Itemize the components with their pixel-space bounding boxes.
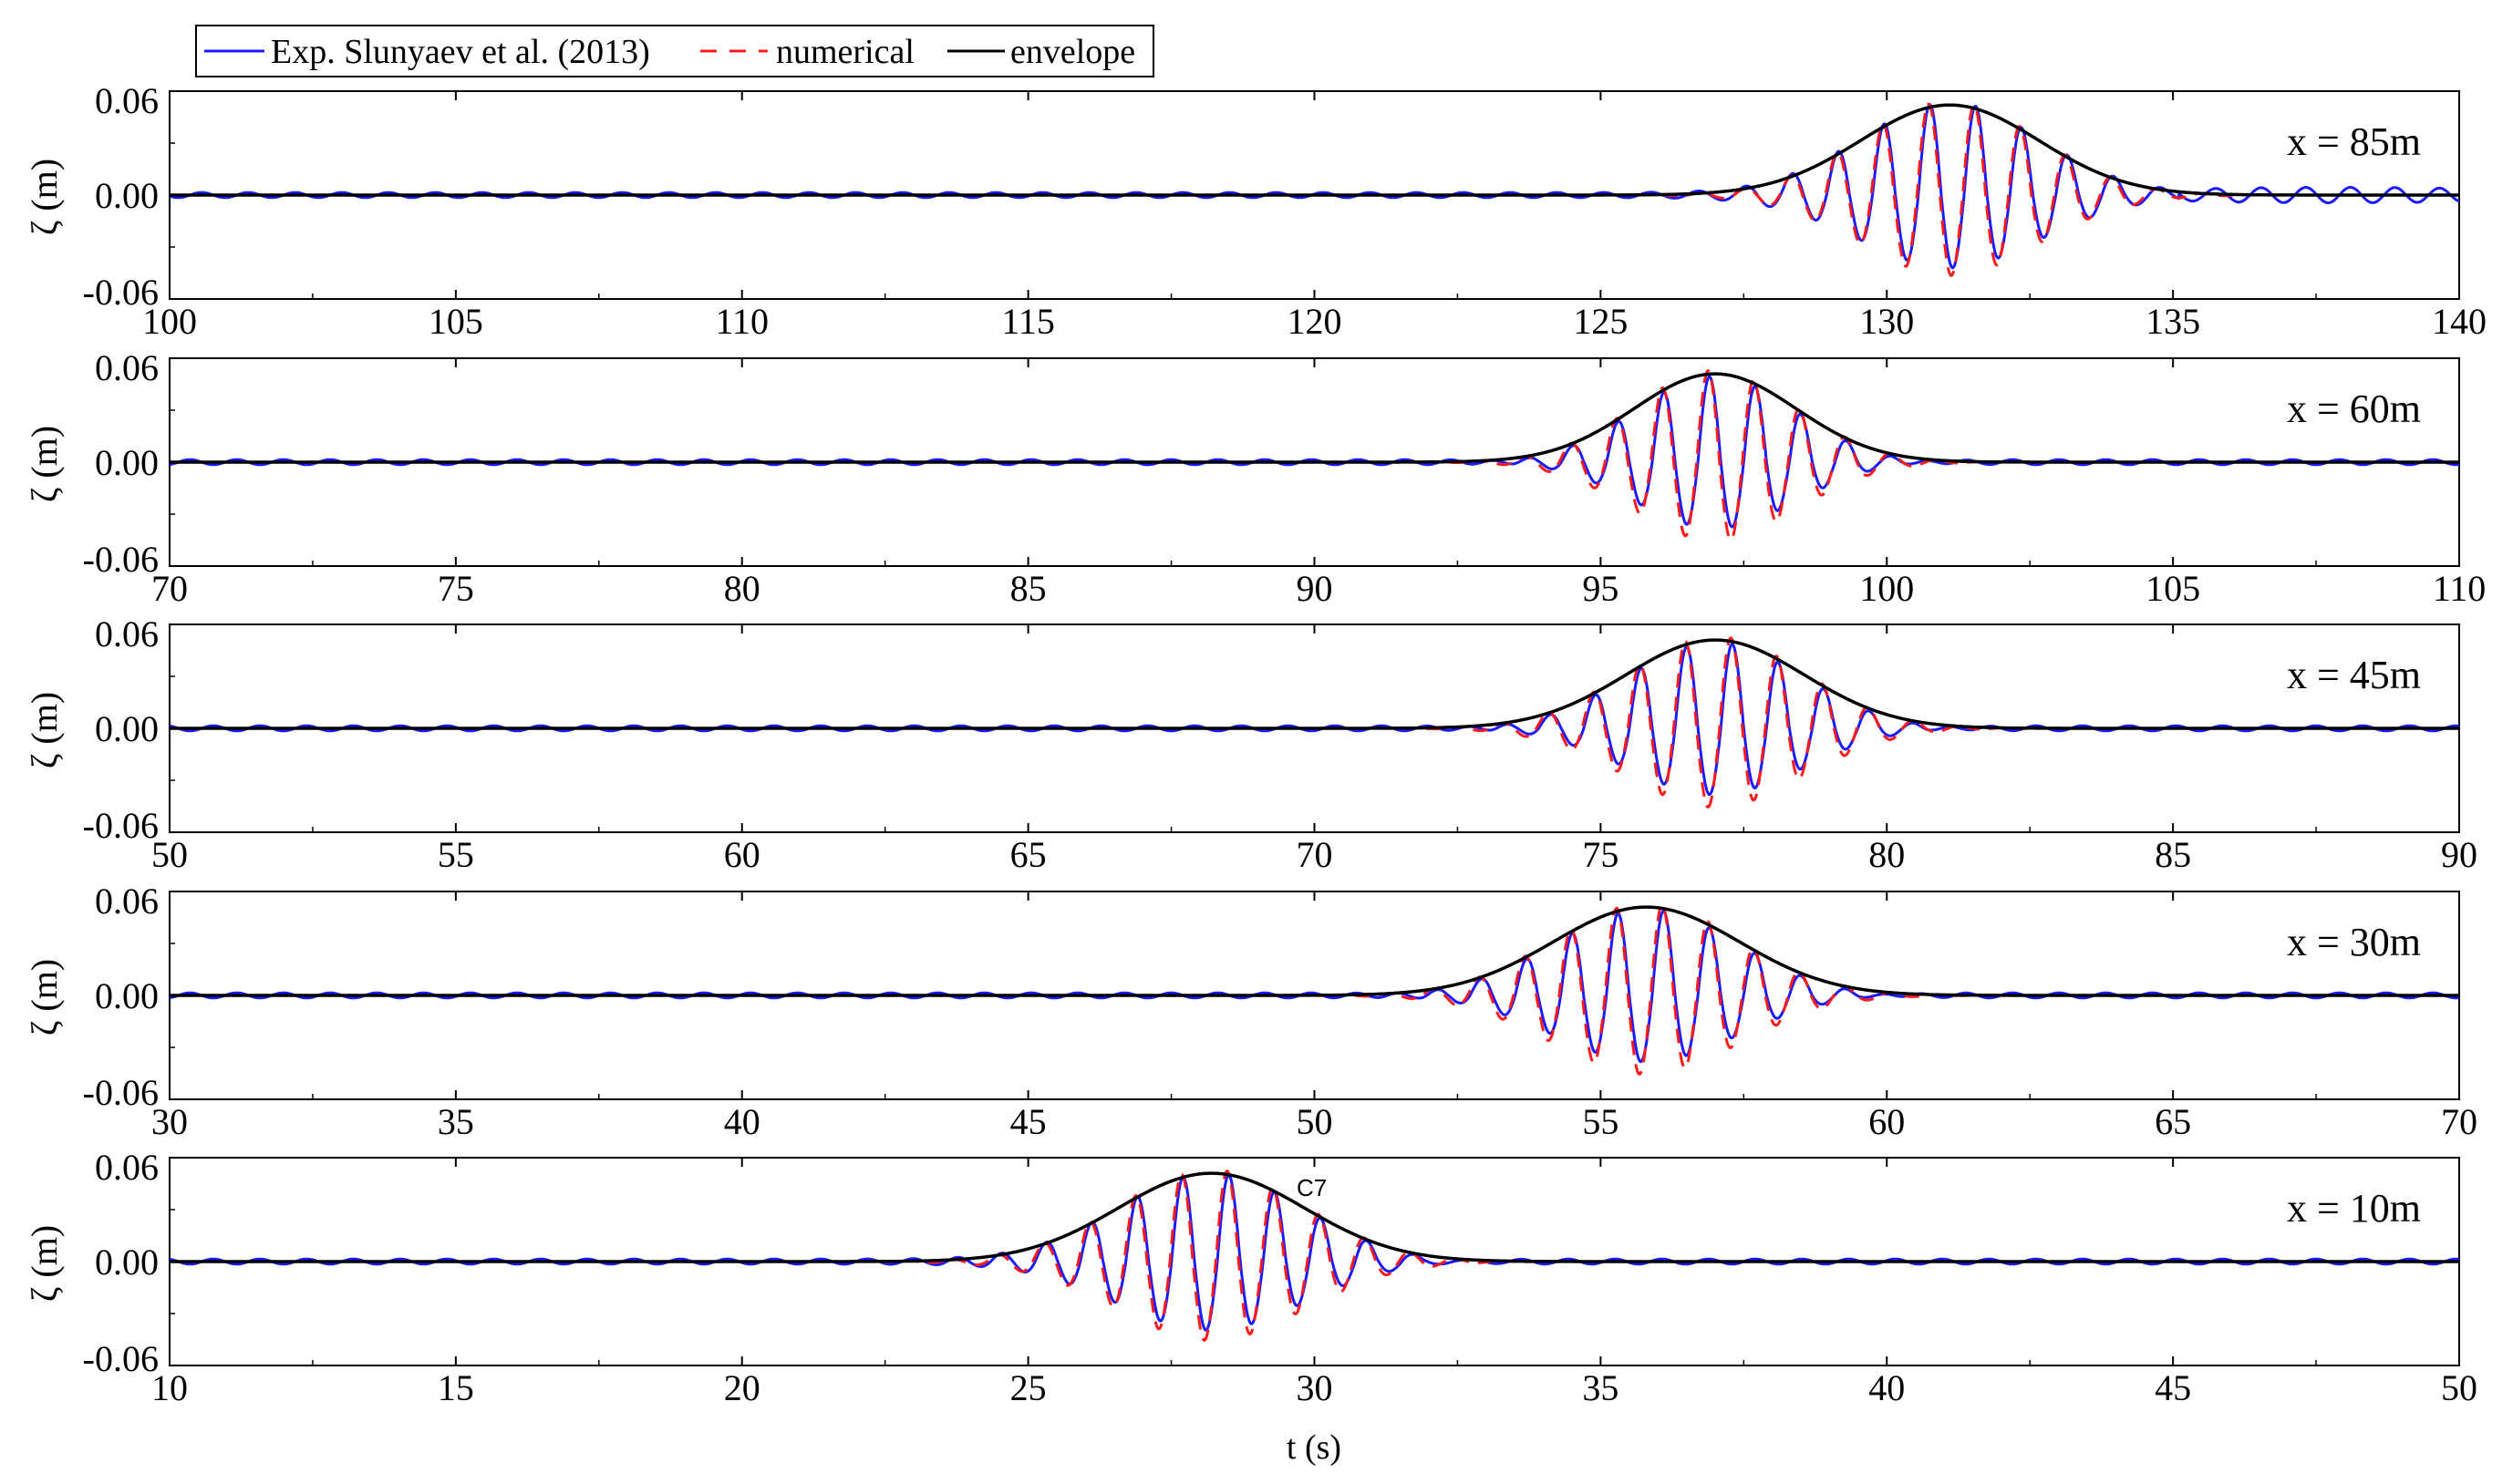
series-envelope-line	[170, 103, 2459, 197]
y-tick-label: -0.06	[83, 805, 159, 846]
y-tick-label: 0.00	[95, 442, 159, 483]
x-tick-label: 15	[438, 1367, 474, 1408]
x-tick-label: 105	[2146, 568, 2200, 609]
y-tick-label: -0.06	[83, 272, 159, 313]
x-tick-label: 110	[715, 301, 769, 342]
x-tick-label: 85	[2155, 834, 2191, 875]
x-tick-label: 40	[1868, 1367, 1905, 1408]
x-tick-label: 85	[1010, 568, 1047, 609]
panel-3: 50 55 60 65 70 75 80 85 90 0.06 0.00 -0.06 ζ (m) x = …	[24, 613, 2477, 875]
x-tick-label: 35	[438, 1101, 474, 1142]
y-tick-label: 0.00	[95, 1242, 159, 1283]
panels: 100 105 110 115 120 125 130 135 140 0.06 0.00 -0.06…	[24, 80, 2487, 1408]
legend-label-envelope: envelope	[1010, 33, 1135, 71]
legend: Exp. Slunyaev et al. (2013) numerical en…	[195, 25, 1154, 77]
x-tick-label: 105	[429, 301, 483, 342]
x-tick-label: 25	[1010, 1367, 1047, 1408]
panel-2: 70 75 80 85 90 95 100 105 110 0.06 0.00 -0.06 ζ (m) x…	[24, 347, 2486, 609]
x-tick-label: 55	[1582, 1101, 1618, 1142]
panel-location-label: x = 10m	[2287, 1186, 2421, 1231]
y-tick-label: 0.00	[95, 708, 159, 749]
series-numerical-line	[170, 368, 2459, 541]
x-tick-label: 95	[1582, 568, 1618, 609]
y-axis-label: ζ (m)	[24, 692, 65, 768]
series-numerical-line	[170, 102, 2459, 278]
x-tick-label: 50	[151, 834, 188, 875]
x-tick-label: 65	[1010, 834, 1047, 875]
y-axis-label: ζ (m)	[24, 159, 65, 235]
x-tick-label: 75	[1582, 834, 1618, 875]
x-tick-label: 125	[1573, 301, 1628, 342]
series-envelope-line	[170, 372, 2459, 464]
x-tick-label: 35	[1582, 1367, 1618, 1408]
panel-location-label: x = 30m	[2287, 920, 2421, 964]
panel-4: 30 35 40 45 50 55 60 65 70 0.06 0.00 -0.06 ζ (m) x = …	[24, 881, 2477, 1142]
x-tick-label: 130	[1859, 301, 1914, 342]
series-experiment-line	[169, 643, 2460, 797]
y-tick-label: 0.06	[95, 613, 159, 654]
x-tick-label: 90	[2441, 834, 2477, 875]
series-numerical-line	[170, 902, 2459, 1077]
panel-location-label: x = 45m	[2287, 653, 2421, 697]
panel-1: 100 105 110 115 120 125 130 135 140 0.06 0.00 -0.06…	[24, 80, 2487, 342]
x-tick-label: 45	[1010, 1101, 1047, 1142]
x-tick-label: 60	[1868, 1101, 1905, 1142]
series-experiment-line	[169, 910, 2460, 1064]
annotation-c7: C7	[1297, 1174, 1327, 1201]
x-tick-label: 70	[2441, 1101, 2477, 1142]
y-axis-label: ζ (m)	[24, 1225, 65, 1302]
x-tick-label: 70	[151, 568, 188, 609]
x-tick-label: 100	[142, 301, 197, 342]
x-tick-label: 140	[2432, 301, 2487, 342]
y-axis-label: ζ (m)	[24, 426, 65, 502]
x-tick-label: 75	[438, 568, 474, 609]
x-tick-label: 45	[2155, 1367, 2191, 1408]
panel-location-label: x = 60m	[2287, 386, 2421, 431]
x-tick-label: 110	[2433, 568, 2487, 609]
series-envelope-line	[170, 1171, 2459, 1263]
y-tick-label: -0.06	[83, 1072, 159, 1113]
y-tick-label: 0.06	[95, 80, 159, 121]
x-tick-label: 80	[724, 568, 760, 609]
y-tick-label: 0.00	[95, 175, 159, 216]
x-tick-label: 65	[2155, 1101, 2191, 1142]
x-axis-label: t (s)	[1287, 1428, 1341, 1467]
series-numerical-line	[170, 635, 2459, 809]
legend-label-experiment: Exp. Slunyaev et al. (2013)	[271, 33, 650, 71]
y-tick-label: 0.06	[95, 1147, 159, 1188]
x-tick-label: 100	[1859, 568, 1914, 609]
y-tick-label: -0.06	[83, 539, 159, 580]
series-experiment-line	[169, 102, 2460, 270]
series-envelope-line	[170, 905, 2459, 997]
series-envelope-line	[170, 638, 2459, 730]
panel-5: 10 15 20 25 30 35 40 45 50 0.06 0.00 -0.06 ζ (m) x = …	[24, 1147, 2477, 1408]
x-tick-label: 135	[2146, 301, 2200, 342]
x-tick-label: 120	[1288, 301, 1342, 342]
x-tick-label: 50	[1297, 1101, 1333, 1142]
panel-location-label: x = 85m	[2287, 119, 2421, 164]
x-tick-label: 40	[724, 1101, 760, 1142]
y-axis-label: ζ (m)	[24, 959, 65, 1036]
x-tick-label: 55	[438, 834, 474, 875]
legend-label-numerical: numerical	[776, 33, 915, 71]
x-tick-label: 115	[1001, 301, 1055, 342]
x-tick-label: 30	[151, 1101, 188, 1142]
x-tick-label: 10	[151, 1367, 188, 1408]
y-tick-label: -0.06	[83, 1338, 159, 1379]
x-tick-label: 90	[1297, 568, 1333, 609]
series-experiment-line	[169, 375, 2460, 529]
y-tick-label: 0.06	[95, 347, 159, 388]
x-tick-label: 30	[1297, 1367, 1333, 1408]
x-tick-label: 20	[724, 1367, 760, 1408]
x-tick-label: 60	[724, 834, 760, 875]
y-tick-label: 0.06	[95, 881, 159, 922]
x-tick-label: 80	[1868, 834, 1905, 875]
x-tick-label: 50	[2441, 1367, 2477, 1408]
x-tick-label: 70	[1297, 834, 1333, 875]
y-tick-label: 0.00	[95, 975, 159, 1016]
